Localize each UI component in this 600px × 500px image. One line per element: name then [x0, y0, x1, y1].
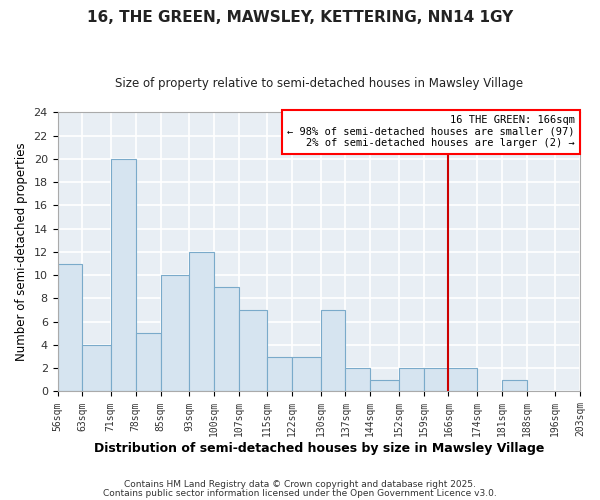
Bar	[370, 380, 399, 392]
Title: Size of property relative to semi-detached houses in Mawsley Village: Size of property relative to semi-detach…	[115, 78, 523, 90]
Text: Contains public sector information licensed under the Open Government Licence v3: Contains public sector information licen…	[103, 488, 497, 498]
Bar	[214, 287, 239, 392]
Bar	[320, 310, 346, 392]
Bar	[292, 356, 320, 392]
Bar	[502, 380, 527, 392]
Text: 16, THE GREEN, MAWSLEY, KETTERING, NN14 1GY: 16, THE GREEN, MAWSLEY, KETTERING, NN14 …	[87, 10, 513, 25]
Bar	[239, 310, 267, 392]
Bar	[346, 368, 370, 392]
Bar	[58, 264, 82, 392]
Bar	[161, 275, 189, 392]
Bar	[111, 159, 136, 392]
X-axis label: Distribution of semi-detached houses by size in Mawsley Village: Distribution of semi-detached houses by …	[94, 442, 544, 455]
Text: 16 THE GREEN: 166sqm
← 98% of semi-detached houses are smaller (97)
2% of semi-d: 16 THE GREEN: 166sqm ← 98% of semi-detac…	[287, 116, 575, 148]
Y-axis label: Number of semi-detached properties: Number of semi-detached properties	[15, 142, 28, 362]
Text: Contains HM Land Registry data © Crown copyright and database right 2025.: Contains HM Land Registry data © Crown c…	[124, 480, 476, 489]
Bar	[82, 345, 111, 392]
Bar	[448, 368, 477, 392]
Bar	[399, 368, 424, 392]
Bar	[267, 356, 292, 392]
Bar	[136, 334, 161, 392]
Bar	[189, 252, 214, 392]
Bar	[424, 368, 448, 392]
